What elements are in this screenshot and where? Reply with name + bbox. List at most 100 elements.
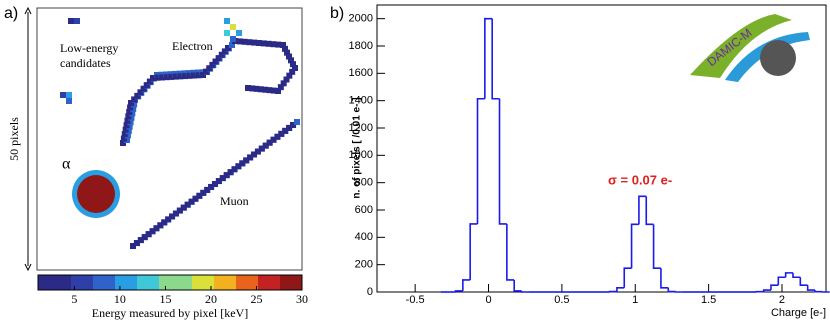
pixel <box>177 73 184 80</box>
pixel <box>131 96 138 103</box>
pixel <box>172 73 179 80</box>
pixel <box>256 40 262 46</box>
pixel <box>270 41 277 48</box>
pixel <box>208 183 215 190</box>
y-tick-label: 2000 <box>349 13 373 25</box>
colorbar-cell <box>115 275 127 290</box>
pixel <box>282 45 288 52</box>
side-label: 50 pixels <box>7 117 21 161</box>
pixel <box>250 151 257 158</box>
tracks <box>60 18 300 249</box>
histogram-bin <box>476 97 485 224</box>
pixel <box>290 122 296 128</box>
pixel <box>246 39 253 46</box>
pixel <box>124 117 131 124</box>
pixel <box>253 85 260 92</box>
y-tick-label: 1400 <box>349 95 373 107</box>
colorbar-tick-label: 15 <box>159 292 171 306</box>
pixel <box>129 110 136 117</box>
histogram-bin <box>645 196 654 226</box>
y-tick-label: 800 <box>355 177 373 189</box>
pixel <box>130 105 137 112</box>
histogram-bin <box>762 289 771 292</box>
pixel <box>140 85 147 92</box>
colorbar-cell <box>181 275 193 290</box>
pixel <box>225 45 231 51</box>
pixel <box>176 207 183 214</box>
pixel <box>165 216 172 223</box>
pixel <box>266 87 273 94</box>
pixel <box>262 142 269 149</box>
y-tick-label: 600 <box>355 204 373 216</box>
colorbar-cell <box>225 275 237 290</box>
pixel <box>215 55 222 62</box>
arrow-heads <box>24 6 32 272</box>
pixel <box>245 85 251 91</box>
histogram-bin <box>484 17 493 99</box>
pixel <box>154 74 161 81</box>
pixel <box>145 231 152 238</box>
histogram-bin <box>462 279 471 291</box>
pixel <box>161 219 168 226</box>
y-tick-label: 0 <box>367 286 373 298</box>
colorbar-cell <box>49 275 61 290</box>
pixel <box>200 72 206 78</box>
colorbar-cell <box>126 275 138 290</box>
colorbar-frame <box>37 274 303 291</box>
pixel <box>137 237 144 244</box>
pixel <box>277 84 284 91</box>
colorbar-cell <box>236 275 248 290</box>
pixel <box>149 228 156 235</box>
colorbar-cell <box>38 275 50 290</box>
pixel <box>212 58 219 65</box>
y-axis-label: n. of pixels [ /0.01 e- ] <box>352 97 363 198</box>
x-tick-label: 0.5 <box>554 294 569 306</box>
pixel <box>159 74 166 81</box>
pixel <box>260 40 267 47</box>
pixel <box>270 87 277 94</box>
pixel <box>133 240 140 247</box>
pixel <box>184 201 191 208</box>
pixel <box>195 72 202 79</box>
pixel <box>206 65 213 72</box>
colorbar-label: Energy measured by pixel [keV] <box>92 306 248 320</box>
logo-shape <box>690 14 792 78</box>
pixel <box>128 114 135 121</box>
pixel <box>230 24 236 30</box>
annotation: Low-energy candidates <box>60 41 118 70</box>
histogram-bin <box>513 279 522 292</box>
pixel <box>203 68 210 75</box>
pixel <box>120 135 127 142</box>
pixel <box>123 122 130 129</box>
pixel <box>294 119 300 125</box>
pixel <box>188 198 195 205</box>
pixel <box>286 53 292 60</box>
x-tick-label: 1.5 <box>701 294 716 306</box>
pixel <box>251 39 258 46</box>
pixel <box>241 38 248 45</box>
histogram-bin <box>784 272 793 278</box>
annotation-line: Low-energy <box>60 41 118 55</box>
pixel <box>181 73 188 80</box>
pixel <box>282 127 289 134</box>
pixel <box>239 160 246 167</box>
panel-label: b) <box>330 5 344 22</box>
histogram-bin <box>652 224 661 270</box>
pixel <box>230 36 236 42</box>
pixel <box>236 38 243 45</box>
colorbar-cell <box>60 275 72 290</box>
pixel <box>131 101 138 108</box>
x-tick-label: 2 <box>779 294 785 306</box>
pixel <box>125 113 132 120</box>
colorbar-tick-label: 30 <box>296 292 308 306</box>
pixel <box>290 61 296 68</box>
colorbar-cell <box>93 275 105 290</box>
colorbar-cell <box>203 275 215 290</box>
colorbar-tick-label: 10 <box>114 292 126 306</box>
colorbar-cell <box>192 275 204 290</box>
pixel <box>278 130 285 137</box>
pixel <box>60 92 66 98</box>
pixel <box>224 30 230 36</box>
y-tick-label: 400 <box>355 231 373 243</box>
x-tick-label: 1 <box>632 294 638 306</box>
